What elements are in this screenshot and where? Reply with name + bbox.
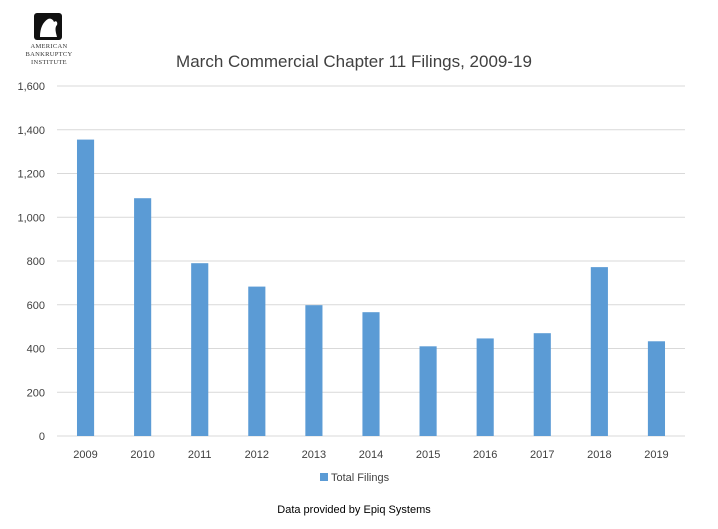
- bar-2011: [191, 263, 209, 436]
- x-tick-label: 2012: [245, 449, 269, 461]
- y-tick-label: 1,600: [17, 81, 45, 93]
- bar-2009: [76, 139, 95, 436]
- logo-line-2: BANKRUPTCY: [25, 51, 72, 58]
- data-credit: Data provided by Epiq Systems: [277, 504, 431, 516]
- bar-2014: [362, 312, 380, 436]
- x-tick-label: 2016: [473, 449, 497, 461]
- x-tick-label: 2011: [188, 449, 212, 461]
- y-axis-ticks: 0 200 400 600 800 1,000 1,200 1,400 1,600: [17, 81, 45, 443]
- gridlines: [57, 85, 685, 437]
- abi-logo-bust: [40, 18, 58, 37]
- legend-label: Total Filings: [331, 472, 390, 484]
- bar-2013: [305, 305, 323, 436]
- x-tick-label: 2013: [302, 449, 326, 461]
- legend-swatch: [320, 473, 328, 481]
- logo-line-3: INSTITUTE: [31, 59, 67, 66]
- logo-line-1: AMERICAN: [30, 43, 67, 50]
- chart-title: March Commercial Chapter 11 Filings, 200…: [176, 52, 532, 71]
- y-tick-label: 600: [27, 300, 45, 312]
- y-tick-label: 800: [27, 256, 45, 268]
- legend: Total Filings: [320, 472, 390, 484]
- x-tick-label: 2015: [416, 449, 440, 461]
- x-tick-label: 2019: [644, 449, 668, 461]
- y-tick-label: 1,400: [17, 125, 45, 137]
- bar-2015: [419, 346, 437, 436]
- x-tick-label: 2017: [530, 449, 554, 461]
- x-tick-label: 2014: [359, 449, 383, 461]
- bar-2016: [476, 338, 494, 436]
- y-tick-label: 0: [39, 431, 45, 443]
- y-tick-label: 1,000: [17, 212, 45, 224]
- y-tick-label: 400: [27, 344, 45, 356]
- x-tick-label: 2009: [73, 449, 97, 461]
- bar-2017: [533, 333, 551, 436]
- x-tick-label: 2018: [587, 449, 611, 461]
- y-tick-label: 200: [27, 387, 45, 399]
- bar-2012: [248, 286, 266, 436]
- bar-2019: [647, 341, 666, 436]
- bar-2010: [134, 198, 152, 436]
- abi-logo: AMERICAN BANKRUPTCY INSTITUTE: [25, 13, 72, 66]
- y-tick-label: 1,200: [17, 169, 45, 181]
- bar-2018: [590, 267, 608, 436]
- x-axis-ticks: 2009 2010 2011 2012 2013 2014 2015 2016 2017 2018…: [73, 449, 668, 461]
- x-tick-label: 2010: [130, 449, 154, 461]
- bars: [76, 139, 666, 436]
